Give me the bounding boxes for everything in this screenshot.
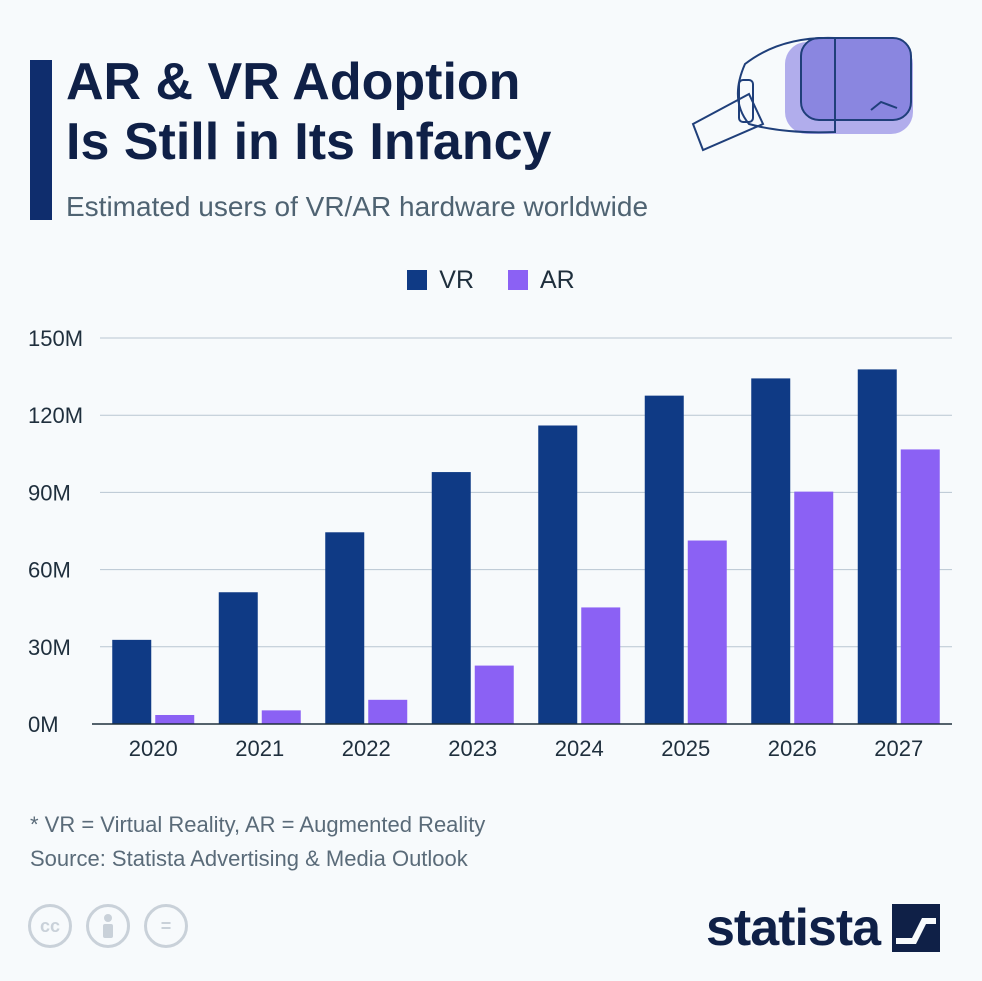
title-line-2: Is Still in Its Infancy	[66, 113, 552, 171]
bar-ar-2027	[900, 449, 940, 724]
definition-note: * VR = Virtual Reality, AR = Augmented R…	[30, 812, 486, 837]
legend-swatch-vr	[407, 270, 428, 290]
legend-item-ar: AR	[508, 266, 575, 295]
bar-vr-2026	[751, 378, 791, 724]
chart-title: AR & VR Adoption Is Still in Its Infancy	[66, 52, 706, 172]
bar-vr-2021	[218, 592, 258, 724]
bar-ar-2026	[794, 491, 834, 724]
x-tick-label: 2023	[448, 736, 497, 761]
statista-logo[interactable]: statista	[706, 896, 941, 960]
title-accent-bar	[30, 60, 52, 220]
y-tick-label: 150M	[28, 326, 83, 351]
bar-ar-2020	[155, 714, 195, 724]
bar-ar-2025	[687, 540, 727, 724]
source-note: Source: Statista Advertising & Media Out…	[30, 846, 468, 871]
x-tick-label: 2021	[235, 736, 284, 761]
y-tick-label: 90M	[28, 480, 71, 505]
bar-vr-2025	[644, 395, 684, 724]
attribution-icon[interactable]	[86, 904, 130, 948]
cc-icon[interactable]: cc	[28, 904, 72, 948]
license-icons: cc =	[28, 904, 188, 948]
bar-ar-2021	[261, 710, 301, 724]
bar-ar-2022	[368, 699, 408, 724]
x-tick-label: 2027	[874, 736, 923, 761]
bar-vr-2023	[431, 472, 471, 724]
chart-legend: VR AR	[0, 262, 982, 298]
y-tick-label: 120M	[28, 403, 83, 428]
bar-chart: 0M 30M 60M 90M 120M 150M 2020 2021 2022 2023 2024 2…	[28, 326, 952, 761]
bar-vr-2027	[857, 369, 897, 724]
bar-vr-2020	[112, 639, 152, 724]
y-tick-label: 60M	[28, 558, 71, 583]
no-derivatives-icon[interactable]: =	[144, 904, 188, 948]
vr-headset-icon	[691, 36, 913, 152]
legend-swatch-ar	[508, 270, 528, 290]
bar-ar-2024	[581, 607, 621, 724]
statista-mark-icon	[892, 904, 941, 952]
x-tick-label: 2024	[555, 736, 604, 761]
legend-item-vr: VR	[407, 266, 474, 295]
title-line-1: AR & VR Adoption	[66, 53, 521, 111]
x-tick-label: 2025	[661, 736, 710, 761]
bar-ar-2023	[474, 665, 514, 724]
brand-wordmark: statista	[706, 899, 881, 957]
legend-label-ar: AR	[540, 265, 575, 294]
x-tick-label: 2022	[342, 736, 391, 761]
x-tick-label: 2020	[129, 736, 178, 761]
bar-vr-2024	[538, 425, 578, 724]
chart-subtitle: Estimated users of VR/AR hardware worldw…	[66, 191, 649, 222]
legend-label-vr: VR	[439, 265, 474, 294]
x-tick-label: 2026	[768, 736, 817, 761]
y-tick-label: 0M	[28, 712, 59, 737]
y-tick-label: 30M	[28, 635, 71, 660]
bar-vr-2022	[325, 532, 365, 724]
